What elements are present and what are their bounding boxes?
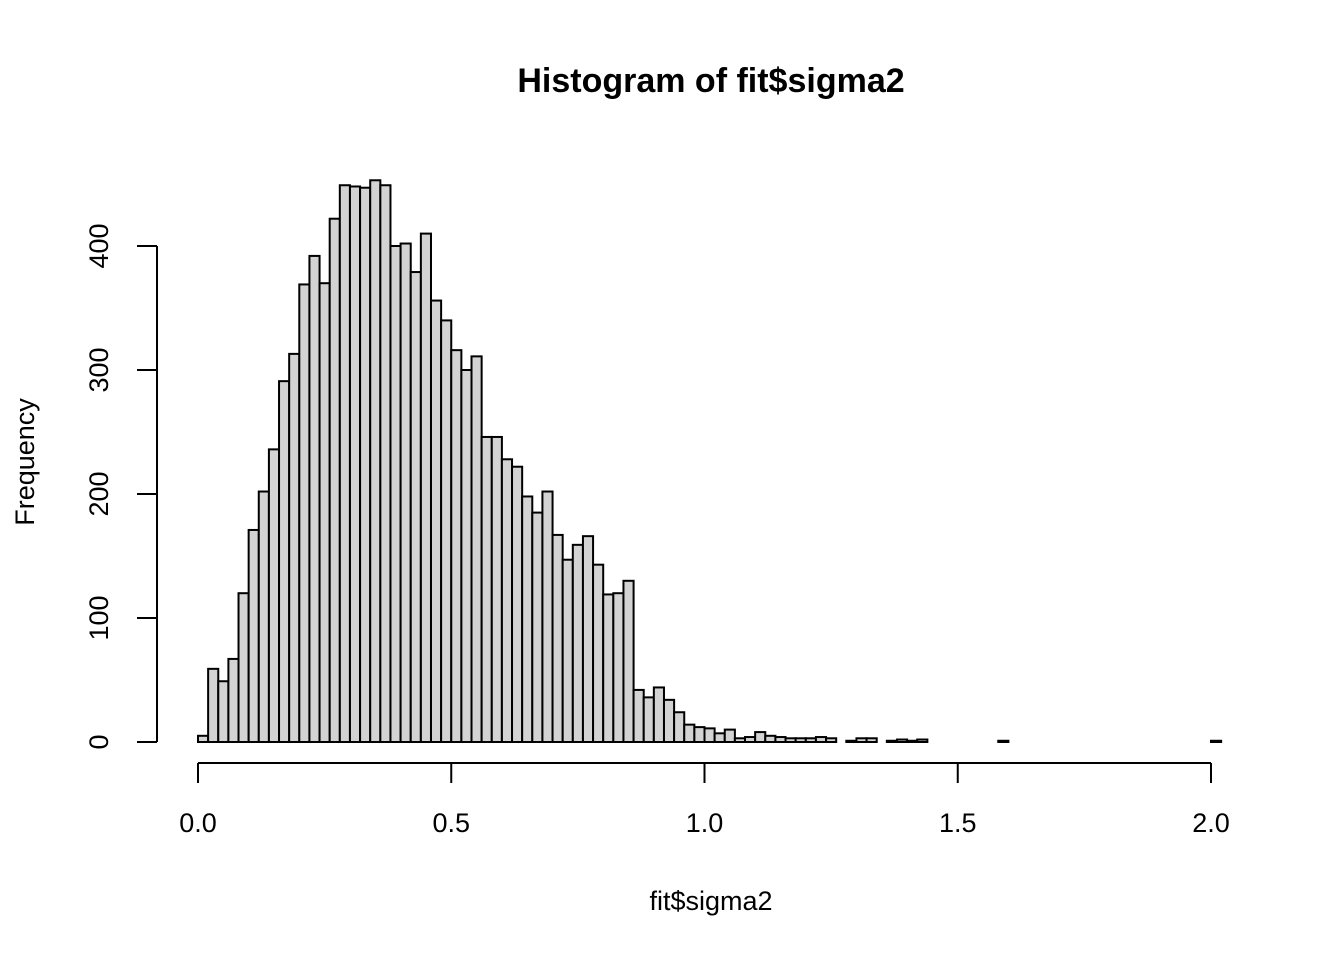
histogram-bar <box>602 593 615 743</box>
histogram-bar <box>500 458 514 743</box>
histogram-bar <box>733 737 747 744</box>
histogram-bar <box>561 558 574 743</box>
x-tick-label: 1.0 <box>686 808 724 838</box>
histogram-bar <box>399 242 412 744</box>
histogram-bar <box>997 739 1010 744</box>
histogram-bar <box>369 179 382 743</box>
histogram-bar <box>581 535 595 743</box>
x-axis-label: fit$sigma2 <box>649 886 772 916</box>
histogram-bar <box>348 185 362 744</box>
histogram-bar <box>683 723 696 744</box>
x-tick-label: 2.0 <box>1192 808 1230 838</box>
histogram-bar <box>197 734 210 743</box>
histogram-bar <box>521 495 534 744</box>
histogram-bar <box>450 349 463 743</box>
histogram-bar <box>662 698 676 744</box>
histogram-bar <box>308 254 321 743</box>
histogram-bar <box>906 739 919 744</box>
histogram-bar <box>359 186 372 744</box>
histogram-bar <box>622 579 635 743</box>
histogram-bar <box>744 736 757 743</box>
y-tick-label: 400 <box>84 223 114 268</box>
x-tick-label: 1.5 <box>939 808 977 838</box>
histogram-bar <box>278 380 291 743</box>
y-tick-label: 0 <box>84 734 114 749</box>
histogram-bar <box>571 543 584 744</box>
histogram-bar <box>429 299 443 743</box>
histogram-bar <box>227 657 240 743</box>
histogram-bar <box>551 533 564 743</box>
histogram-bar <box>490 435 503 743</box>
histogram-bar <box>916 738 929 744</box>
histogram-bar <box>480 435 493 743</box>
histogram-bar <box>642 696 655 743</box>
histogram-bar <box>257 490 270 743</box>
histogram-bar <box>693 726 706 743</box>
histogram-bar <box>217 680 230 743</box>
y-tick-label: 300 <box>84 347 114 392</box>
histogram-bar <box>470 355 483 743</box>
histogram-bar <box>247 528 260 744</box>
histogram-bar <box>267 448 281 743</box>
histogram-bar <box>825 737 838 744</box>
x-axis: 0.0 0.5 1.0 1.5 2.0 <box>179 762 1230 838</box>
histogram-bar <box>794 737 807 744</box>
histogram-bar <box>531 511 544 743</box>
histogram-bar <box>612 592 625 744</box>
histogram-bar <box>1210 739 1223 744</box>
histogram-bar <box>723 728 736 743</box>
histogram-bar <box>460 369 473 743</box>
histogram-bar <box>632 688 645 743</box>
histogram-bar <box>328 217 341 744</box>
histogram-bar <box>389 245 402 743</box>
histogram-bar <box>592 563 605 743</box>
y-axis: 0 100 200 300 400 <box>84 223 158 750</box>
histogram-bar <box>804 737 817 744</box>
y-axis-label: Frequency <box>10 398 40 526</box>
histogram-bar <box>703 727 716 743</box>
histogram-bar <box>379 184 392 744</box>
bars-group <box>197 179 1223 744</box>
histogram-bar <box>409 271 422 743</box>
histogram-bar <box>895 738 909 744</box>
histogram-bar <box>440 319 453 743</box>
histogram-bar <box>511 465 524 743</box>
chart-title: Histogram of fit$sigma2 <box>517 62 904 100</box>
histogram-bar <box>784 737 797 744</box>
histogram-bar <box>207 667 220 744</box>
histogram-bar <box>318 282 331 743</box>
histogram-bar <box>237 592 250 744</box>
histogram-bar <box>673 711 686 743</box>
histogram-bar <box>855 737 868 744</box>
histogram-bar <box>774 736 787 743</box>
histogram-bar <box>814 736 828 743</box>
y-tick-label: 200 <box>84 471 114 516</box>
histogram-bar <box>754 731 767 744</box>
histogram-bar <box>885 739 898 744</box>
histogram-bar <box>541 490 554 743</box>
y-tick-label: 100 <box>84 595 114 640</box>
histogram-bar <box>298 283 311 743</box>
histogram-bar <box>865 737 878 744</box>
x-tick-label: 0.0 <box>179 808 217 838</box>
histogram-bar <box>845 739 858 744</box>
histogram-bar <box>419 232 432 743</box>
histogram-bar <box>652 686 665 744</box>
histogram-bar <box>338 184 351 744</box>
histogram-bar <box>764 734 777 743</box>
histogram-bar <box>713 732 726 744</box>
x-tick-label: 0.5 <box>432 808 470 838</box>
histogram-bar <box>288 352 301 743</box>
